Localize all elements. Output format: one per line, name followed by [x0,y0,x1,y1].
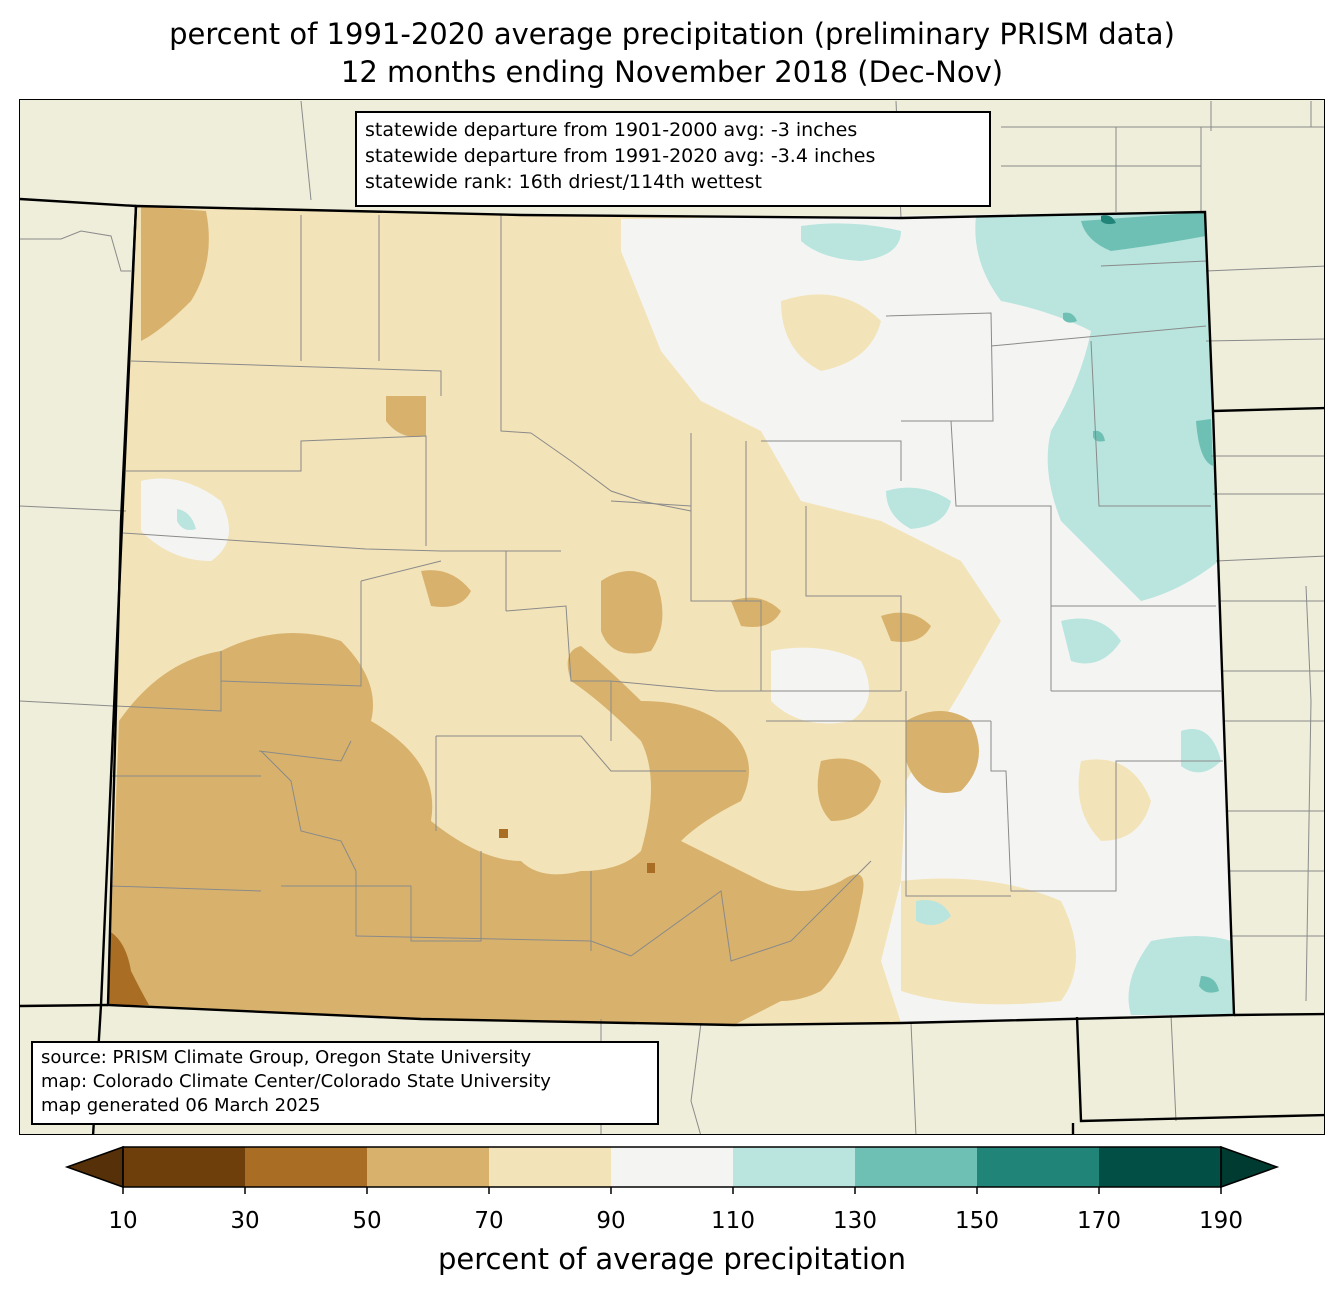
source-credit-box: source: PRISM Climate Group, Oregon Stat… [31,1041,659,1125]
colorbar-tick-label: 110 [711,1208,755,1234]
precipitation-map [20,100,1324,1134]
precip-zone-50-70 [817,758,881,821]
colorado-border [106,204,1236,1027]
precip-zone-110-130 [1128,936,1234,1015]
colorbar-bin-110-130 [733,1147,856,1187]
map-subtitle: 12 months ending November 2018 (Dec-Nov) [340,55,1004,89]
precip-zone-50-70 [906,711,979,793]
precip-zone-110-130 [801,223,901,261]
colorbar-under-arrow [64,1145,124,1189]
colorbar-outline [122,1146,1222,1188]
precip-zone-50-70 [601,571,663,654]
precip-zone-130-150 [1063,312,1077,323]
precip-zone-110-130 [1061,618,1121,664]
map-title: percent of 1991-2020 average precipitati… [169,17,1175,51]
colorbar: 10 30 50 70 90 110 130 150 170 190 [64,1145,1280,1234]
county-boundaries [20,100,1324,1134]
precip-zone-110-130 [916,900,951,925]
precip-zone-70-90 [781,294,881,371]
precip-zone-30-50 [108,931,149,1005]
stats-departure-1901-2000: statewide departure from 1901-2000 avg: … [365,119,858,141]
colorbar-bin-70-90 [489,1147,612,1187]
colorbar-bin-130-150 [855,1147,978,1187]
colorbar-tick-label: 50 [352,1208,381,1234]
precip-zone-70-90 [1078,759,1151,841]
precip-zone-50-70 [421,570,471,607]
stats-rank: statewide rank: 16th driest/114th wettes… [365,171,762,193]
precip-zone-50-70 [881,612,931,642]
precip-zone-150-170 [1101,215,1116,225]
precip-zone-50-70 [108,633,864,1025]
precip-zone-130-150 [1196,419,1213,466]
colorbar-tick-label: 190 [1199,1208,1243,1234]
colorbar-tick-label: 170 [1077,1208,1121,1234]
generated-date-line: map generated 06 March 2025 [41,1095,321,1116]
colorbar-bins [123,1147,1222,1187]
colorbar-tick-label: 90 [596,1208,625,1234]
colorbar-tick-label: 130 [833,1208,877,1234]
colorbar-tick-label: 70 [474,1208,503,1234]
precip-zone-130-150 [1199,976,1219,993]
precip-zone-50-70 [731,597,781,627]
precip-zone-70-90 [901,878,1076,1005]
precip-zone-30-50 [499,829,508,838]
colorbar-over-arrow [1220,1145,1280,1189]
colorbar-label: percent of average precipitation [437,1242,907,1276]
source-line: source: PRISM Climate Group, Oregon Stat… [41,1047,532,1068]
precip-zone-30-50 [647,863,655,873]
colorbar-bin-170-190 [1099,1147,1222,1187]
colorbar-bin-10-30 [123,1147,246,1187]
colorbar-bin-30-50 [245,1147,368,1187]
stats-departure-1991-2020: statewide departure from 1991-2020 avg: … [365,145,876,167]
precip-zone-50-70 [386,396,426,437]
precip-zone-110-130 [975,212,1219,601]
map-credit-line: map: Colorado Climate Center/Colorado St… [41,1071,551,1092]
colorbar-tick-label: 30 [230,1208,259,1234]
state-boundaries [20,197,1324,1134]
colorbar-bin-150-170 [977,1147,1100,1187]
colorbar-bin-90-110 [611,1147,734,1187]
colorbar-ticks: 10 30 50 70 90 110 130 150 170 190 [108,1187,1243,1234]
colorbar-tick-label: 150 [955,1208,999,1234]
colorbar-bin-50-70 [367,1147,490,1187]
precip-zone-90-110 [771,647,869,724]
colorbar-tick-label: 10 [108,1208,137,1234]
precip-zone-50-70 [141,206,209,341]
precip-zone-110-130 [886,487,951,529]
precip-zone-110-130 [1181,729,1221,773]
precip-zone-110-130 [177,509,196,530]
statewide-stats-box: statewide departure from 1901-2000 avg: … [355,111,991,207]
map-frame [19,99,1325,1135]
